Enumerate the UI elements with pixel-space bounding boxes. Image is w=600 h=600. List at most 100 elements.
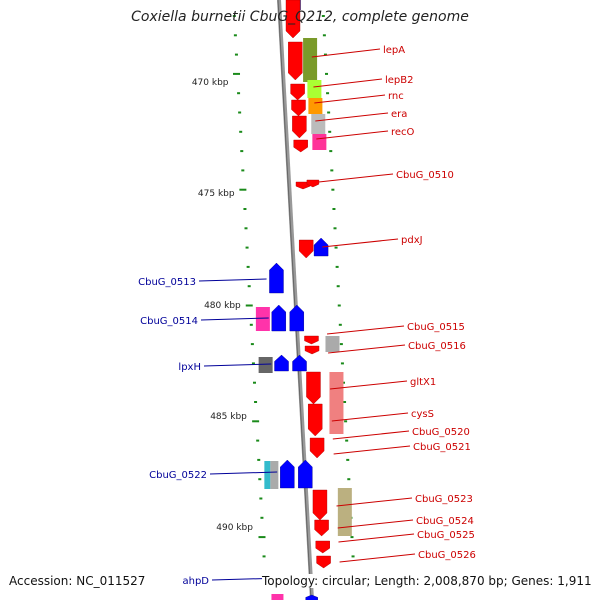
label-leader-line: [333, 445, 411, 455]
ruler-labels: 470 kbp 475 kbp 480 kbp 485 kbp 490 kbp: [192, 78, 253, 533]
gene-label-forward: CbuG_0521: [413, 442, 471, 453]
gene-label-forward: lepA: [383, 45, 405, 56]
gene-label-forward: CbuG_0526: [418, 550, 476, 561]
tick-mark: [254, 401, 258, 403]
tick-mark: [334, 246, 338, 249]
gene-label-forward: CbuG_0510: [396, 170, 454, 181]
cog-bar: [308, 98, 323, 114]
tick-mark: [247, 285, 251, 288]
forward-gene-arrow: [316, 555, 331, 569]
tick-mark: [338, 323, 342, 326]
backbone: [277, 0, 314, 600]
ruler-label: 475 kbp: [198, 189, 235, 199]
tick-mark: [239, 188, 247, 191]
tick-mark: [351, 555, 355, 558]
label-leader-line: [314, 94, 386, 104]
forward-gene-arrow: [306, 179, 320, 188]
tick-mark: [336, 285, 340, 288]
forward-gene-arrow: [309, 437, 325, 459]
tick-mark: [240, 150, 244, 153]
tick-mark: [241, 169, 245, 172]
gene-label-reverse: CbuG_0513: [138, 277, 196, 288]
tick-mark: [327, 111, 331, 114]
reverse-gene-arrow: [269, 262, 284, 294]
tick-mark: [332, 208, 336, 210]
reverse-gene-arrow: [289, 304, 304, 332]
tick-mark: [341, 381, 345, 384]
gene-label-forward: CbuG_0524: [416, 516, 474, 527]
tick-mark: [249, 323, 253, 326]
label-leader-line: [322, 238, 399, 248]
cog-bar: [337, 488, 352, 536]
tick-mark: [346, 458, 350, 461]
reverse-gene-arrow: [313, 237, 329, 257]
gene-label-forward: CbuG_0515: [407, 322, 465, 333]
tick-mark: [257, 458, 261, 461]
gene-label-forward: era: [391, 109, 407, 120]
tick-mark: [323, 53, 327, 56]
tick-mark: [322, 34, 326, 37]
label-leader-line: [313, 78, 383, 88]
ruler-label: 480 kbp: [204, 301, 241, 311]
tick-mark: [259, 497, 263, 500]
gene-label-forward: rnc: [388, 91, 404, 102]
tick-mark: [258, 478, 262, 481]
gene-label-forward: pdxJ: [401, 235, 423, 246]
cog-bar: [329, 372, 344, 434]
reverse-gene-arrow: [271, 304, 286, 332]
forward-gene-arrow: [299, 239, 314, 259]
cog-bar: [258, 357, 273, 373]
tick-mark: [335, 265, 339, 268]
genome-summary-text: Topology: circular; Length: 2,008,870 bp…: [262, 574, 592, 588]
forward-gene-arrow: [291, 99, 306, 117]
forward-gene-arrow: [306, 371, 321, 405]
tick-mark: [243, 208, 247, 210]
tick-mark: [344, 420, 348, 423]
label-leader-line: [337, 519, 414, 529]
cog-bars: [255, 0, 352, 600]
gene-label-forward: CbuG_0516: [408, 341, 466, 352]
tick-mark: [347, 478, 351, 481]
tick-mark: [239, 130, 243, 133]
tick-mark: [252, 420, 260, 423]
tick-mark: [233, 34, 237, 37]
cog-bar: [312, 134, 327, 150]
ruler-label: 490 kbp: [216, 523, 253, 533]
gene-arrows: [269, 0, 331, 600]
label-leader-line: [332, 430, 410, 440]
backbone-line: [277, 0, 314, 600]
label-leader-line: [338, 533, 415, 543]
forward-gene-arrow: [314, 519, 329, 537]
tick-mark: [244, 227, 248, 230]
forward-gene-arrow: [290, 83, 305, 101]
tick-mark: [245, 246, 249, 249]
tick-mark: [331, 188, 335, 191]
forward-gene-arrow: [293, 139, 308, 153]
tick-mark: [333, 227, 337, 230]
tick-mark: [340, 362, 344, 365]
label-leader-line: [336, 497, 413, 507]
tick-mark: [237, 92, 241, 95]
tick-mark: [330, 169, 334, 172]
ruler-label: 485 kbp: [210, 412, 247, 422]
label-leader-line: [328, 344, 406, 354]
tick-mark: [337, 304, 341, 307]
forward-gene-arrow: [288, 41, 303, 81]
tick-mark: [350, 536, 354, 539]
forward-gene-arrow: [285, 0, 301, 39]
backbone-edge: [277, 0, 312, 600]
tick-mark: [326, 92, 330, 95]
page-title: Coxiella burnetii CbuG_Q212, complete ge…: [131, 9, 469, 25]
tick-mark: [234, 53, 238, 56]
label-leader-line: [203, 363, 272, 367]
cog-bar: [307, 80, 322, 98]
reverse-gene-arrow: [292, 354, 307, 372]
gene-label-reverse: CbuG_0522: [149, 470, 207, 481]
forward-gene-arrow: [304, 335, 319, 345]
tick-mark: [245, 304, 253, 307]
cog-bar: [255, 307, 270, 331]
label-leader-line: [331, 412, 409, 422]
forward-gene-arrow: [292, 115, 307, 139]
cog-bar: [303, 38, 318, 82]
